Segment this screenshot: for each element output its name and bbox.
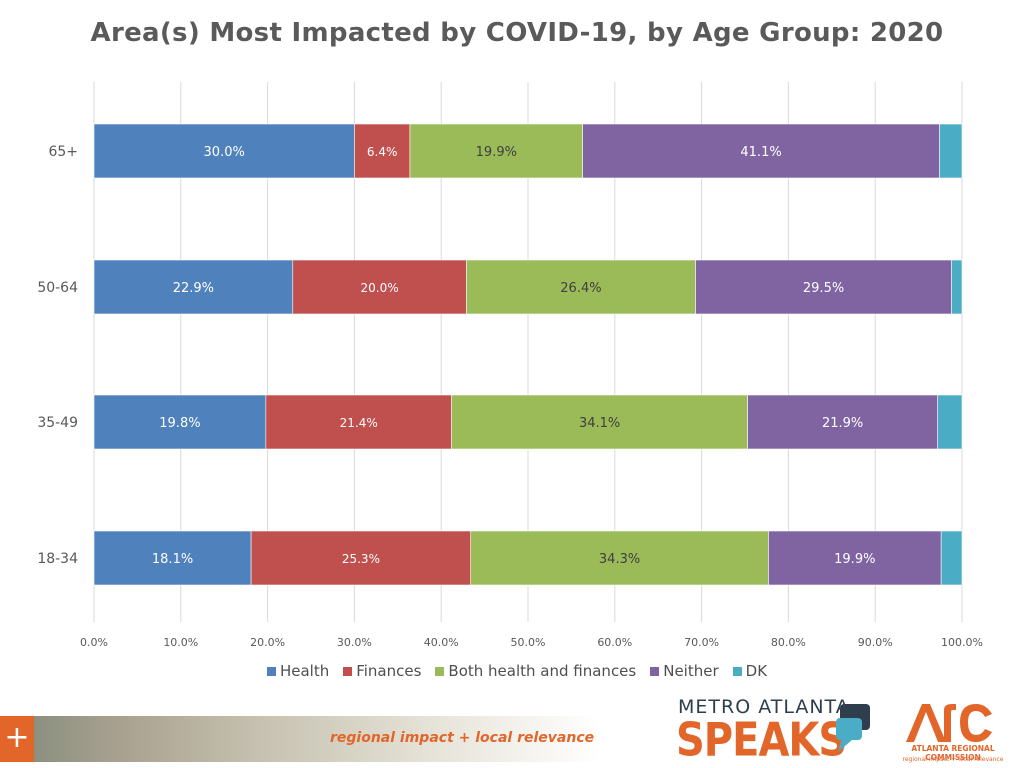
- legend-swatch: [435, 666, 445, 676]
- x-tick-label: 80.0%: [771, 636, 806, 649]
- bar-segment-dk: [937, 394, 963, 450]
- arc-logo-icon: [906, 704, 992, 742]
- x-tick-label: 60.0%: [597, 636, 632, 649]
- plus-icon: +: [0, 716, 34, 762]
- bar-segment-finances: [292, 259, 467, 315]
- legend-item: Neither: [650, 662, 719, 680]
- data-label: 30.0%: [204, 145, 245, 160]
- x-tick-label: 40.0%: [424, 636, 459, 649]
- data-label: 34.3%: [599, 552, 640, 567]
- x-tick-label: 50.0%: [511, 636, 546, 649]
- legend-label: Both health and finances: [448, 662, 637, 680]
- data-label: 34.1%: [579, 416, 620, 431]
- bar-segment-health: [93, 530, 252, 586]
- category-label: 35-49: [37, 415, 78, 431]
- bar-segment-finances: [250, 530, 472, 586]
- legend-label: Finances: [356, 662, 422, 680]
- bar-segment-neither: [768, 530, 942, 586]
- legend-swatch: [650, 666, 660, 676]
- footer: + regional impact + local relevance METR…: [0, 696, 1024, 768]
- data-label: 25.3%: [342, 552, 380, 566]
- data-label: 26.4%: [560, 281, 601, 296]
- arc-name-text: ATLANTA REGIONAL COMMISSION: [911, 744, 995, 762]
- x-tick-label: 70.0%: [684, 636, 719, 649]
- bars: [93, 123, 963, 586]
- data-label: 22.9%: [173, 281, 214, 296]
- legend-swatch: [732, 666, 742, 676]
- data-label: 19.9%: [834, 552, 875, 567]
- bar-segment-both-health-and-finances: [466, 259, 696, 315]
- bar-chart: 30.0% 6.4% 19.9% 41.1% 22.9% 20.0% 26.4% 29.5% 1…: [37, 82, 983, 649]
- data-label: 21.9%: [822, 416, 863, 431]
- speaks-logo-text: SPEAKS: [676, 714, 847, 767]
- bar-segment-finances: [265, 394, 452, 450]
- bar-segment-dk: [939, 123, 963, 179]
- bar-segment-health: [93, 394, 267, 450]
- data-label: 19.8%: [159, 416, 200, 431]
- bar-segment-dk: [951, 259, 963, 315]
- legend-item: Finances: [343, 662, 421, 680]
- bar-segment-health: [93, 123, 355, 179]
- data-label: 29.5%: [803, 281, 844, 296]
- legend-label: Health: [279, 662, 330, 680]
- x-tick-label: 90.0%: [858, 636, 893, 649]
- data-label: 19.9%: [476, 145, 517, 160]
- category-label: 50-64: [37, 280, 78, 296]
- bar-segment-neither: [747, 394, 938, 450]
- bar-segment-neither: [695, 259, 952, 315]
- x-tick-labels: 0.0% 10.0% 20.0% 30.0% 40.0% 50.0% 60.0% 70.0% 8…: [80, 636, 983, 649]
- legend-item: Both health and finances: [435, 662, 636, 680]
- data-label: 21.4%: [340, 416, 378, 430]
- x-tick-label: 20.0%: [250, 636, 285, 649]
- category-label: 65+: [48, 144, 78, 160]
- legend-item: Health: [266, 662, 330, 680]
- footer-tagline: regional impact + local relevance: [330, 730, 595, 746]
- category-label: 18-34: [37, 551, 78, 567]
- bar-segment-both-health-and-finances: [451, 394, 748, 450]
- legend-label: DK: [745, 662, 768, 680]
- legend-label: Neither: [663, 662, 719, 680]
- data-label: 20.0%: [361, 281, 399, 295]
- legend-swatch: [343, 666, 353, 676]
- bar-segment-both-health-and-finances: [470, 530, 769, 586]
- data-label: 6.4%: [367, 145, 398, 159]
- category-labels: 65+ 50-64 35-49 18-34: [37, 144, 78, 567]
- legend-swatch: [266, 666, 276, 676]
- chart-title: Area(s) Most Impacted by COVID-19, by Ag…: [90, 18, 944, 48]
- legend: Health Finances Both health and finances Ne…: [0, 662, 1024, 680]
- speech-bubble-icon: [836, 704, 870, 752]
- metro-atlanta-logo-text: METRO ATLANTA: [678, 696, 850, 718]
- footer-banner: [0, 716, 600, 762]
- data-labels: 30.0% 6.4% 19.9% 41.1% 22.9% 20.0% 26.4% 29.5% 1…: [152, 145, 876, 567]
- bar-segment-dk: [940, 530, 963, 586]
- data-label: 41.1%: [740, 145, 781, 160]
- x-tick-label: 0.0%: [80, 636, 108, 649]
- data-label: 18.1%: [152, 552, 193, 567]
- bar-segment-both-health-and-finances: [409, 123, 583, 179]
- bar-segment-neither: [582, 123, 940, 179]
- x-tick-label: 30.0%: [337, 636, 372, 649]
- x-tick-label: 10.0%: [163, 636, 198, 649]
- legend-item: DK: [732, 662, 768, 680]
- x-tick-label: 100.0%: [941, 636, 983, 649]
- arc-tagline-text: regional impact + local relevance: [902, 756, 1004, 763]
